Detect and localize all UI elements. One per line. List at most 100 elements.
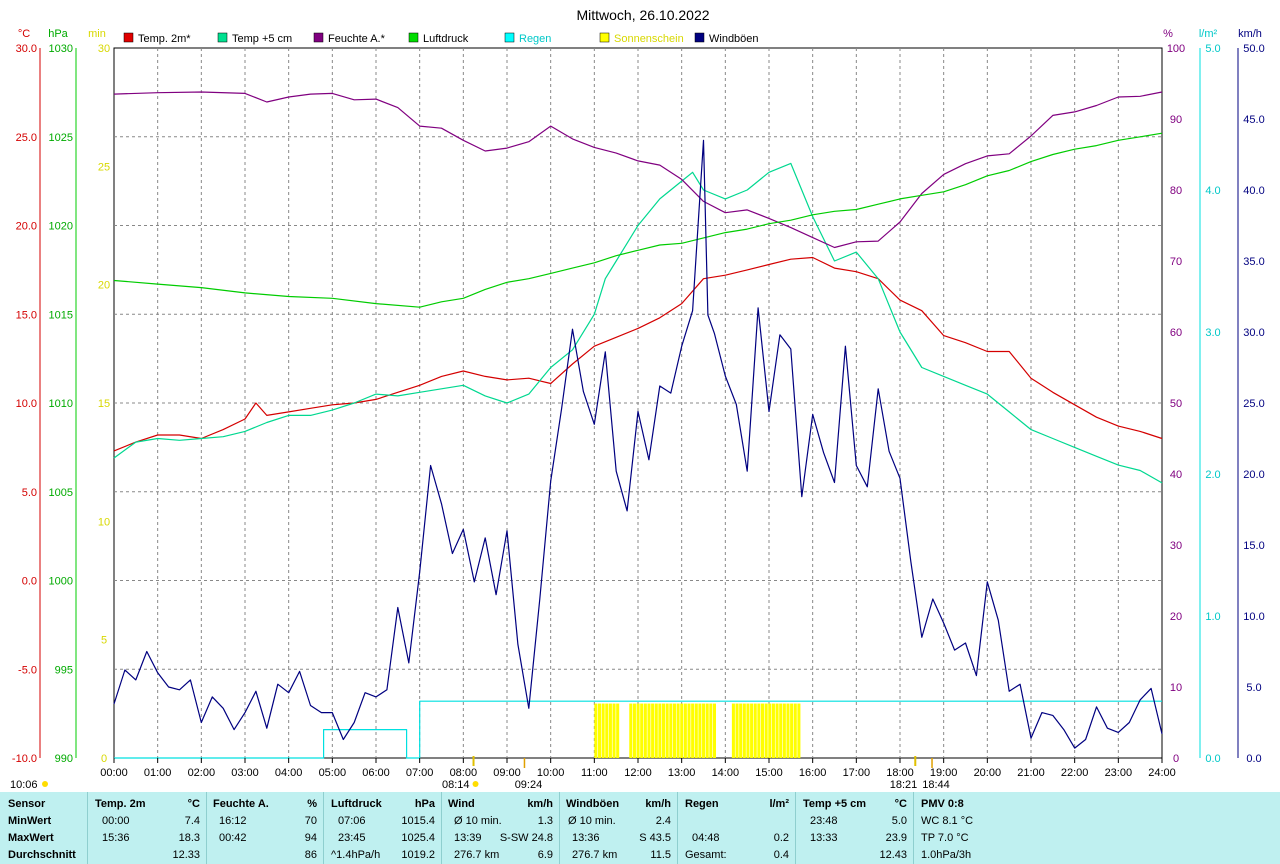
wind-avg: 6.9 [537, 849, 553, 861]
footer-col-windboeen: Windböen km/h Ø 10 min. 2.4 13:36 S 43.5… [559, 792, 677, 864]
legend-label-temp5cm: Temp +5 cm [232, 33, 292, 45]
feuchte-unit: % [307, 798, 317, 810]
legend-label-windboeen: Windböen [709, 33, 759, 45]
x-tick-label: 11:00 [581, 767, 608, 779]
wind-min-value: 1.3 [537, 815, 553, 827]
pressure-tick: 1025 [49, 132, 73, 144]
temp2m-name: Temp. 2m [95, 798, 146, 810]
temp5cm-min-value: 5.0 [891, 815, 907, 827]
sunshine-bar [746, 703, 750, 758]
windboeen-name: Windböen [566, 798, 620, 810]
feuchte-min-value: 70 [304, 815, 317, 827]
civil-end-time: 18:44 [922, 779, 950, 791]
x-tick-label: 07:00 [406, 767, 434, 779]
x-tick-label: 10:00 [537, 767, 565, 779]
sunshine-bar [662, 703, 666, 758]
pressure-tick: 1015 [49, 309, 73, 321]
footer-col-regen: Regen l/m² 04:48 0.2 Gesamt: 0.4 [677, 792, 795, 864]
temp2m-avg: 12.33 [172, 849, 200, 861]
x-tick-label: 00:00 [100, 767, 128, 779]
pmv-pressure-trend: 1.0hPa/3h [921, 849, 972, 861]
sunrise-icon [472, 781, 479, 787]
sunshine-bar [676, 703, 680, 758]
windboeen-distance: 276.7 km [572, 849, 618, 861]
temp-tick: 30.0 [16, 43, 37, 55]
sunshine-bar [779, 703, 783, 758]
axis-units: °C hPa min% l/m² km/h [18, 28, 1262, 40]
legend-label-sonne: Sonnenschein [614, 33, 684, 45]
sunshine-bar [654, 703, 658, 758]
sunshine-bar [632, 703, 636, 758]
wind-unit: km/h [527, 798, 553, 810]
sunshine-bar [605, 703, 609, 758]
sunshine-bar [702, 703, 706, 758]
sunshine-bar [658, 703, 662, 758]
sunshine-bar [705, 703, 709, 758]
sunshine-bar [760, 703, 765, 758]
wind-tick: 45.0 [1243, 114, 1264, 126]
legend-swatch-windboeen [694, 32, 705, 43]
x-tick-label: 15:00 [755, 767, 783, 779]
legend-label-regen: Regen [519, 33, 551, 45]
luftdruck-max-value: 1025.4 [401, 832, 435, 844]
regen-unit: l/m² [769, 798, 789, 810]
temp2m-min-time: 00:00 [102, 815, 130, 827]
x-tick-label: 04:00 [275, 767, 303, 779]
legend-label-luftdruck: Luftdruck [423, 33, 469, 45]
sunshine-bar [782, 703, 786, 758]
temp5cm-max-time: 13:33 [810, 832, 838, 844]
temp-tick: 25.0 [16, 132, 37, 144]
sunshine-bar [597, 703, 602, 758]
series-line-feuchte [113, 91, 1163, 249]
feuchte-name: Feuchte A. [213, 798, 269, 810]
x-tick-label: 13:00 [668, 767, 696, 779]
series-line-temp2m [113, 256, 1163, 452]
temp-tick: 10.0 [16, 398, 37, 410]
sunshine-bar [731, 703, 735, 758]
series-line-luftdruck [113, 132, 1163, 308]
sunshine-bar [742, 703, 746, 758]
unit-pressure: hPa [48, 28, 68, 40]
wind-tick: 30.0 [1243, 327, 1264, 339]
humidity-tick: 50 [1170, 398, 1182, 410]
wind-tick: 50.0 [1243, 43, 1264, 55]
row-label-avg: Durchschnitt [8, 849, 76, 861]
x-tick-label: 03:00 [231, 767, 259, 779]
rain-tick: 5.0 [1205, 43, 1220, 55]
x-tick-label: 16:00 [799, 767, 827, 779]
series-line-regen [114, 700, 1162, 759]
temp5cm-max-value: 23.9 [885, 832, 907, 844]
windboeen-unit: km/h [645, 798, 671, 810]
legend-swatch-temp2m [123, 32, 134, 43]
footer-col-luftdruck: Luftdruck hPa 07:06 1015.4 23:45 1025.4 … [323, 792, 441, 864]
feuchte-max-value: 94 [304, 832, 317, 844]
pressure-tick: 1010 [49, 398, 73, 410]
wind-max-value: S-SW 24.8 [499, 832, 553, 844]
right-axes: 10090807060504030201005.04.03.02.01.00.0… [1167, 43, 1265, 765]
footer-col-labels: Sensor MinWert MaxWert Durchschnitt [0, 792, 86, 864]
temp5cm-unit: °C [894, 798, 907, 810]
statistics-footer: Sensor MinWert MaxWert Durchschnitt Temp… [0, 792, 1280, 864]
windboeen-min-value: 2.4 [655, 815, 671, 827]
sunshine-bar [750, 703, 754, 758]
weather-chart: Mittwoch, 26.10.2022 Temp. 2m* Temp +5 cm… [10, 7, 1265, 791]
x-tick-label: 02:00 [188, 767, 216, 779]
x-tick-label: 01:00 [144, 767, 172, 779]
humidity-tick: 60 [1170, 327, 1182, 339]
pressure-tick: 1030 [49, 43, 73, 55]
feuchte-max-time: 00:42 [219, 832, 247, 844]
sun-tick: 30 [98, 43, 110, 55]
sunshine-bar [797, 703, 801, 758]
rain-tick: 3.0 [1205, 327, 1220, 339]
sunshine-bar [616, 703, 620, 758]
sunshine-bar [735, 703, 739, 758]
corner-sun-icon [42, 781, 48, 787]
pressure-tick: 1005 [49, 487, 73, 499]
chart-title: Mittwoch, 26.10.2022 [576, 7, 709, 23]
humidity-tick: 40 [1170, 469, 1182, 481]
unit-temp: °C [18, 28, 30, 40]
row-label-min: MinWert [8, 815, 52, 827]
humidity-tick: 90 [1170, 114, 1182, 126]
sunshine-bar [764, 703, 768, 758]
sunshine-bar [793, 703, 797, 758]
